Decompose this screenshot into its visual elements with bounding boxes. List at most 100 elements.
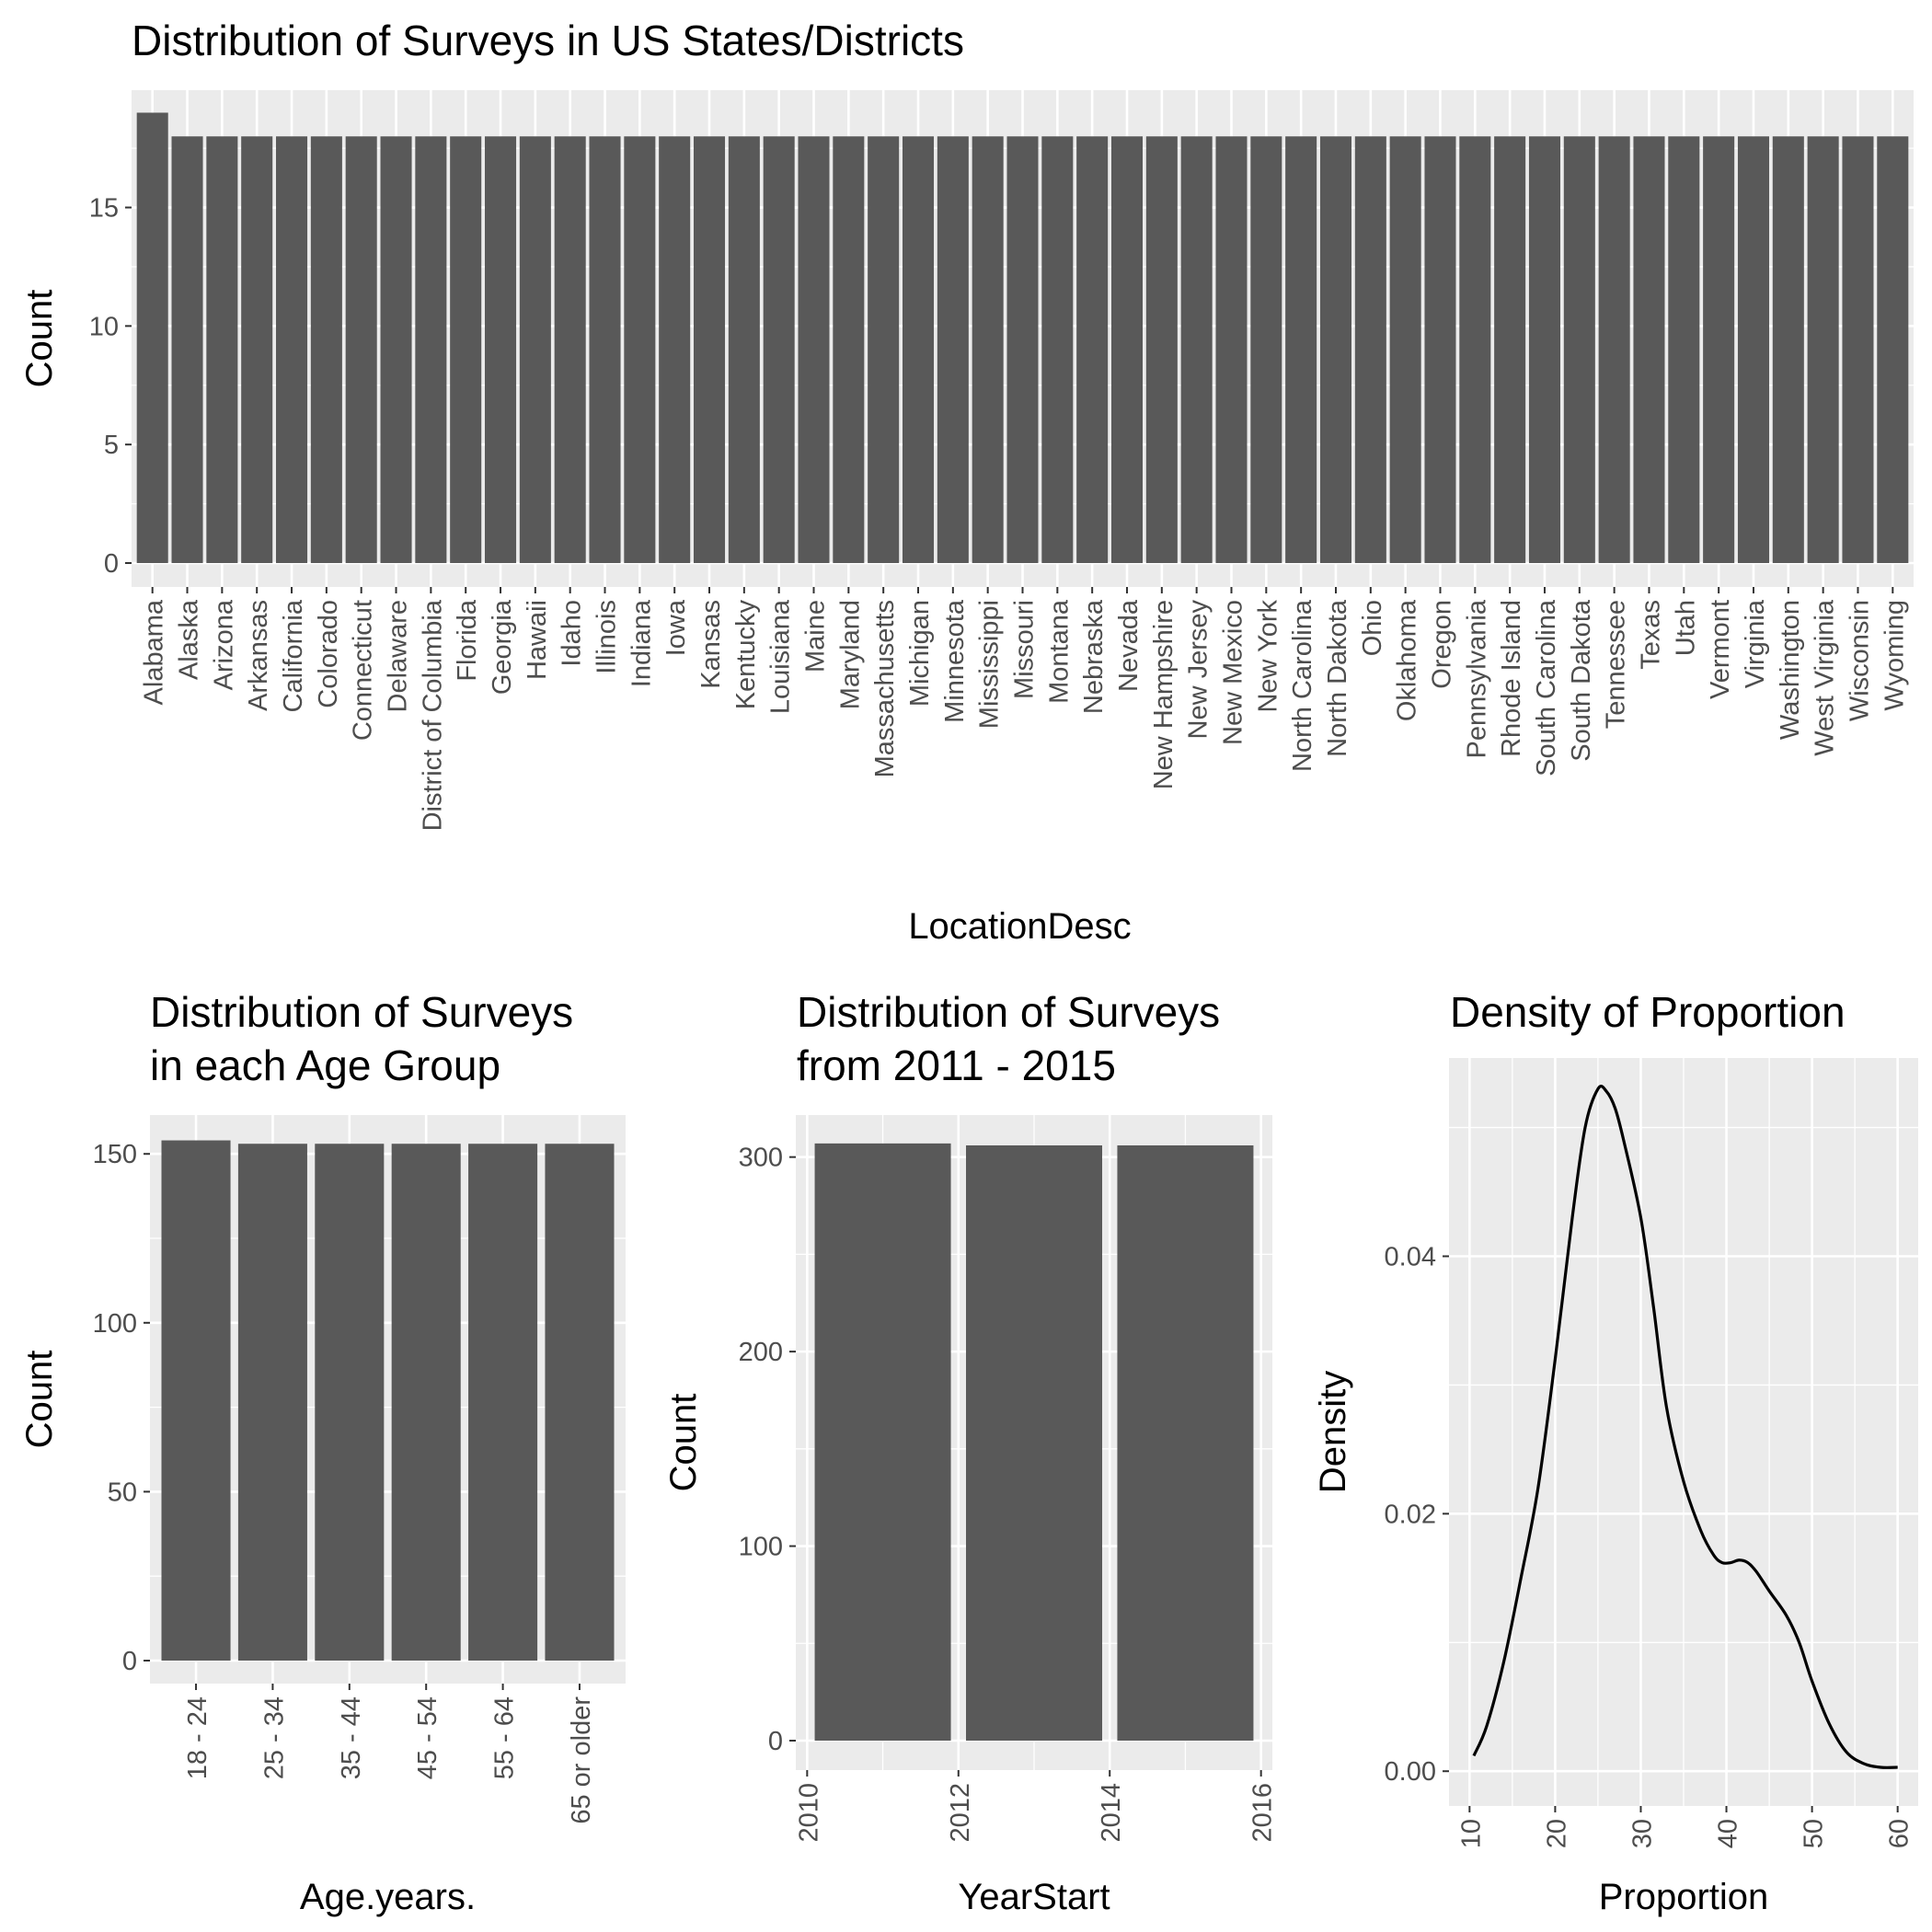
- bar-washington: [1772, 136, 1804, 563]
- bar-age-group: [391, 1144, 461, 1661]
- bar-new-jersey: [1180, 136, 1213, 563]
- y-tick-label: 0: [104, 549, 119, 579]
- y-tick-label: 200: [739, 1338, 783, 1367]
- bar-year: [1117, 1144, 1254, 1741]
- x-tick-label-year: 2014: [1097, 1783, 1126, 1843]
- bar-wyoming: [1877, 136, 1909, 563]
- x-tick-label-state: Arizona: [209, 599, 238, 690]
- bar-age-group: [237, 1144, 307, 1661]
- x-tick-label-age: 45 - 54: [413, 1696, 443, 1779]
- y-axis-title: Count: [19, 290, 60, 388]
- bar-age-group: [468, 1144, 538, 1661]
- bar-idaho: [554, 136, 586, 563]
- bar-alaska: [171, 136, 203, 563]
- x-tick-label-state: Maryland: [835, 600, 865, 709]
- x-tick-label-state: North Carolina: [1288, 599, 1317, 772]
- bar-kansas: [693, 136, 726, 563]
- bar-california: [276, 136, 308, 563]
- x-tick-label-state: Arkansas: [244, 600, 273, 711]
- x-tick-label-year: 2012: [946, 1783, 975, 1843]
- y-tick-label: 0: [768, 1727, 783, 1756]
- bar-new-york: [1250, 136, 1282, 563]
- x-tick-label-year: 2010: [794, 1783, 823, 1843]
- y-tick-label: 150: [93, 1140, 137, 1169]
- x-tick-label-state: Nevada: [1114, 599, 1144, 692]
- bar-georgia: [484, 136, 517, 563]
- x-tick-label-state: Vermont: [1706, 600, 1735, 699]
- bar-minnesota: [937, 136, 969, 563]
- chart-states: 0 5 10 15 Alabama Alaska Arizona Arkansas Califo…: [19, 17, 1914, 947]
- bar-west-virginia: [1807, 136, 1839, 563]
- chart-title-line-2: in each Age Group: [150, 1041, 500, 1089]
- y-axis-title: Count: [19, 1351, 60, 1449]
- bar-pennsylvania: [1459, 136, 1491, 563]
- x-tick-label-state: North Dakota: [1323, 599, 1352, 757]
- x-tick-label-state: Missouri: [1010, 600, 1040, 699]
- x-tick-label-state: Montana: [1044, 599, 1074, 704]
- y-tick-label: 0.00: [1385, 1757, 1436, 1787]
- bar-new-mexico: [1215, 136, 1248, 563]
- y-tick-label: 100: [93, 1309, 137, 1339]
- x-tick-label-state: New Hampshire: [1149, 600, 1179, 789]
- chart-title: Density of Proportion: [1450, 988, 1846, 1036]
- bar-arizona: [206, 136, 238, 563]
- x-tick-label-state: West Virginia: [1811, 599, 1840, 756]
- y-tick-label: 0: [122, 1647, 137, 1676]
- x-tick-label-state: Georgia: [488, 599, 517, 695]
- x-tick-label-proportion: 50: [1800, 1819, 1829, 1848]
- y-tick-label: 10: [89, 312, 119, 341]
- bar-hawaii: [519, 136, 551, 563]
- x-tick-label-proportion: 20: [1542, 1819, 1571, 1848]
- bar-year: [966, 1144, 1102, 1741]
- x-tick-label-proportion: 40: [1714, 1819, 1743, 1848]
- x-tick-label-state: Louisiana: [766, 599, 796, 714]
- bar-district-of-columbia: [415, 136, 447, 563]
- y-tick-label: 50: [108, 1478, 137, 1507]
- bar-texas: [1633, 136, 1665, 563]
- bar-ohio: [1354, 136, 1386, 563]
- bar-tennessee: [1598, 136, 1630, 563]
- x-tick-label-state: Florida: [453, 599, 482, 682]
- x-tick-label-state: Nebraska: [1079, 599, 1109, 714]
- y-axis-title: Density: [1313, 1371, 1353, 1493]
- x-tick-label-state: Michigan: [905, 600, 935, 707]
- x-tick-label-state: Wisconsin: [1845, 600, 1874, 721]
- x-tick-label-age: 25 - 34: [259, 1696, 289, 1779]
- x-tick-label-state: South Carolina: [1532, 599, 1561, 776]
- bar-wisconsin: [1842, 136, 1874, 563]
- bar-virginia: [1737, 136, 1769, 563]
- x-tick-label-year: 2016: [1248, 1783, 1278, 1843]
- x-tick-label-state: Mississippi: [975, 600, 1005, 729]
- bar-kentucky: [728, 136, 760, 563]
- x-tick-label-state: Delaware: [384, 600, 413, 713]
- x-tick-label-state: Hawaii: [523, 600, 552, 680]
- bar-north-dakota: [1319, 136, 1352, 563]
- bar-oregon: [1424, 136, 1456, 563]
- bar-new-hampshire: [1145, 136, 1178, 563]
- bar-nebraska: [1076, 136, 1109, 563]
- x-tick-label-state: Minnesota: [940, 599, 970, 723]
- bar-utah: [1668, 136, 1700, 563]
- x-tick-label-state: Oregon: [1427, 600, 1456, 689]
- x-tick-label-state: Illinois: [592, 600, 622, 674]
- bar-arkansas: [241, 136, 273, 563]
- bar-rhode-island: [1494, 136, 1526, 563]
- x-tick-label-state: New Mexico: [1218, 600, 1248, 745]
- bar-indiana: [624, 136, 656, 563]
- bar-maine: [798, 136, 830, 563]
- y-axis-title: Count: [663, 1394, 704, 1492]
- chart-title-line-2: from 2011 - 2015: [797, 1041, 1116, 1089]
- x-tick-label-state: Iowa: [661, 599, 691, 656]
- x-tick-label-state: New York: [1253, 600, 1282, 713]
- bar-south-carolina: [1528, 136, 1561, 563]
- bar-colorado: [310, 136, 342, 563]
- chart-title-line-1: Distribution of Surveys: [797, 988, 1220, 1036]
- chart-title-line-1: Distribution of Surveys: [150, 988, 573, 1036]
- bar-michigan: [902, 136, 935, 563]
- bar-maryland: [833, 136, 865, 563]
- bar-south-dakota: [1563, 136, 1595, 563]
- x-tick-label-state: Rhode Island: [1497, 600, 1526, 757]
- x-tick-label-state: Kentucky: [731, 600, 761, 710]
- chart-title: Distribution of Surveys in US States/Dis…: [132, 17, 964, 64]
